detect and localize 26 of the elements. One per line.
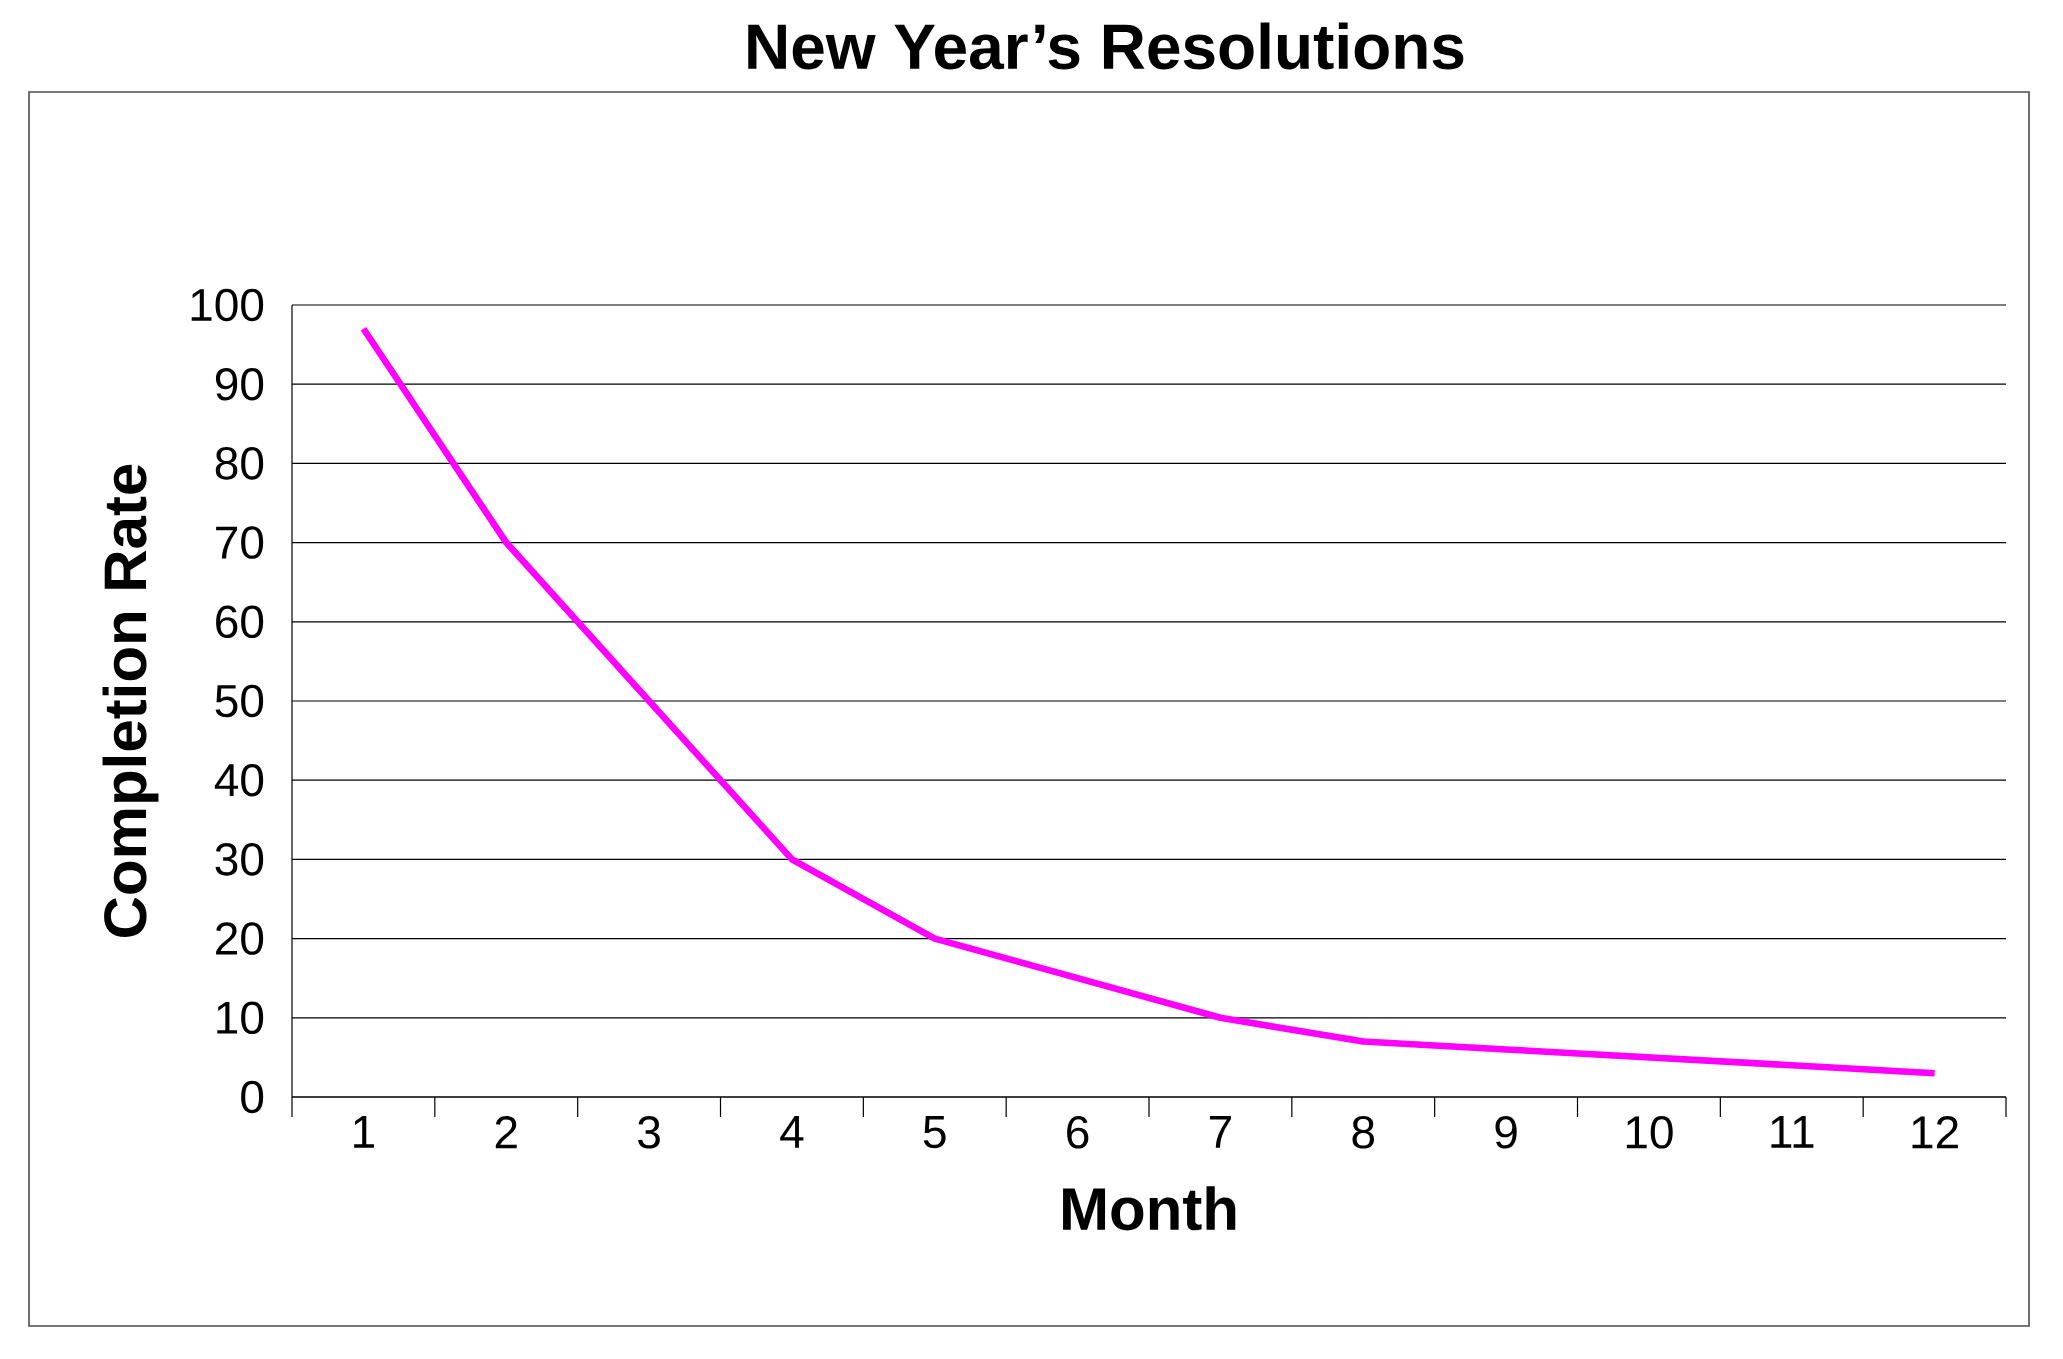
x-tick-label: 1 — [354, 1116, 374, 1148]
x-tick-label: 12 — [1912, 1116, 1958, 1149]
x-axis-title: Month — [1063, 1186, 1236, 1231]
x-tick-label: 5 — [923, 1116, 946, 1149]
y-tick-label: 30 — [215, 843, 264, 876]
y-axis-title: Completion Rate — [102, 464, 159, 937]
y-tick-label: 60 — [216, 605, 264, 639]
y-tick-label: 90 — [215, 367, 264, 401]
y-tick-label: 100 — [191, 288, 264, 322]
y-tick-label: 10 — [217, 1001, 264, 1035]
x-tick-label: 9 — [1495, 1116, 1517, 1149]
x-tick-label: 6 — [1067, 1116, 1089, 1149]
x-tick-label: 3 — [638, 1116, 660, 1149]
x-tick-label: 10 — [1626, 1116, 1673, 1149]
x-tick-label: 7 — [1209, 1116, 1231, 1148]
chart-title: New Year’s Resolutions — [748, 22, 1464, 70]
y-tick-label: 70 — [216, 526, 264, 559]
x-tick-label: 2 — [495, 1116, 517, 1149]
y-tick-label: 20 — [216, 922, 264, 955]
x-tick-label: 8 — [1352, 1116, 1375, 1149]
y-tick-label: 50 — [215, 684, 264, 718]
y-tick-label: 40 — [214, 763, 264, 797]
y-tick-label: 80 — [215, 447, 264, 480]
y-tick-label: 0 — [241, 1080, 264, 1114]
x-tick-label: 11 — [1771, 1116, 1814, 1148]
x-tick-label: 4 — [780, 1116, 804, 1148]
